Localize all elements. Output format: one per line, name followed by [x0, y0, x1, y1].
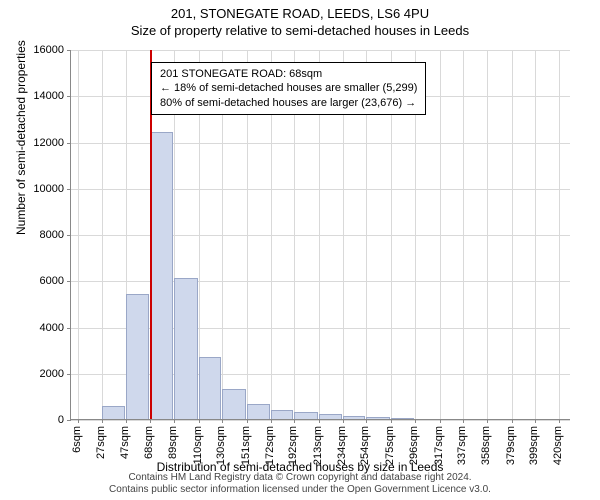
histogram-bar [222, 389, 245, 419]
gridline-h [71, 143, 570, 144]
ytick-label: 2000 [14, 368, 64, 380]
plot-area: 201 STONEGATE ROAD: 68sqm← 18% of semi-d… [70, 50, 570, 420]
gridline-v [512, 50, 513, 419]
xtick-mark [294, 419, 295, 423]
xtick-mark [559, 419, 560, 423]
xtick-mark [391, 419, 392, 423]
xtick-mark [150, 419, 151, 423]
xtick-mark [440, 419, 441, 423]
gridline-v [102, 50, 103, 419]
ytick-mark [67, 328, 71, 329]
histogram-bar [271, 410, 293, 419]
gridline-v [559, 50, 560, 419]
histogram-bar [102, 406, 124, 419]
ytick-mark [67, 143, 71, 144]
ytick-mark [67, 189, 71, 190]
ytick-label: 8000 [14, 229, 64, 241]
gridline-v [535, 50, 536, 419]
histogram-bar [319, 414, 342, 419]
gridline-h [71, 235, 570, 236]
histogram-bar [343, 416, 365, 419]
ytick-mark [67, 50, 71, 51]
xtick-mark [366, 419, 367, 423]
histogram-bar [150, 132, 173, 419]
ytick-mark [67, 281, 71, 282]
gridline-h [71, 420, 570, 421]
xtick-mark [222, 419, 223, 423]
gridline-h [71, 50, 570, 51]
xtick-mark [463, 419, 464, 423]
ytick-label: 4000 [14, 322, 64, 334]
gridline-v [440, 50, 441, 419]
annotation-line: ← 18% of semi-detached houses are smalle… [160, 81, 417, 95]
xtick-mark [415, 419, 416, 423]
ytick-label: 16000 [14, 44, 64, 56]
ytick-mark [67, 235, 71, 236]
ytick-mark [67, 96, 71, 97]
histogram-bar [247, 404, 270, 419]
histogram-bar [199, 357, 221, 419]
xtick-mark [102, 419, 103, 423]
ytick-label: 14000 [14, 90, 64, 102]
xtick-mark [126, 419, 127, 423]
xtick-mark [174, 419, 175, 423]
footer-line2: Contains public sector information licen… [0, 484, 600, 496]
xtick-mark [535, 419, 536, 423]
footer-line1: Contains HM Land Registry data © Crown c… [0, 472, 600, 484]
histogram-bar [174, 278, 197, 419]
xtick-mark [78, 419, 79, 423]
xtick-mark [271, 419, 272, 423]
histogram-bar [294, 412, 317, 419]
attribution-footer: Contains HM Land Registry data © Crown c… [0, 472, 600, 496]
xtick-mark [512, 419, 513, 423]
xtick-mark [319, 419, 320, 423]
xtick-mark [247, 419, 248, 423]
histogram-bar [366, 417, 389, 419]
xtick-mark [487, 419, 488, 423]
histogram-chart: 201 STONEGATE ROAD: 68sqm← 18% of semi-d… [70, 50, 570, 420]
xtick-mark [199, 419, 200, 423]
ytick-mark [67, 420, 71, 421]
page-title-line1: 201, STONEGATE ROAD, LEEDS, LS6 4PU [0, 0, 600, 21]
gridline-h [71, 281, 570, 282]
ytick-label: 10000 [14, 183, 64, 195]
ytick-label: 12000 [14, 137, 64, 149]
xtick-mark [343, 419, 344, 423]
page-title-line2: Size of property relative to semi-detach… [0, 21, 600, 38]
histogram-bar [126, 294, 149, 419]
annotation-line: 201 STONEGATE ROAD: 68sqm [160, 67, 417, 81]
gridline-v [78, 50, 79, 419]
ytick-label: 6000 [14, 275, 64, 287]
histogram-bar [391, 418, 414, 419]
gridline-h [71, 189, 570, 190]
annotation-box: 201 STONEGATE ROAD: 68sqm← 18% of semi-d… [151, 62, 426, 115]
ytick-label: 0 [14, 414, 64, 426]
ytick-mark [67, 374, 71, 375]
annotation-line: 80% of semi-detached houses are larger (… [160, 96, 417, 110]
gridline-v [463, 50, 464, 419]
gridline-v [487, 50, 488, 419]
